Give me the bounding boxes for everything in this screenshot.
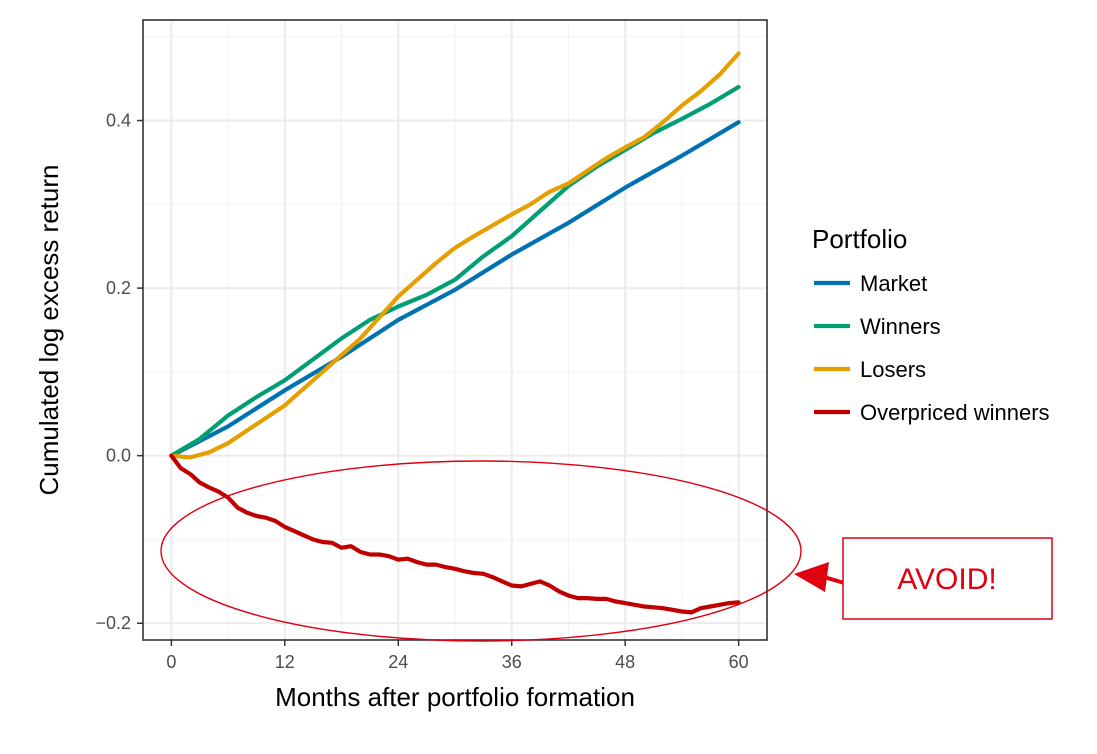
highlight-ellipse — [160, 460, 802, 642]
series-line-losers — [169, 51, 741, 460]
y-tick-label: 0.4 — [106, 111, 131, 131]
legend: Portfolio Market Winners Losers Overpriced … — [812, 224, 1050, 425]
y-tick-label: 0.0 — [106, 446, 131, 466]
x-axis-title: Months after portfolio formation — [275, 682, 635, 712]
x-axis: 0 12 24 36 48 60 — [166, 640, 749, 672]
x-tick-label: 12 — [275, 652, 295, 672]
annotations: AVOID! — [160, 460, 1053, 642]
legend-label-overpriced-winners: Overpriced winners — [860, 400, 1050, 425]
series-lines — [169, 51, 741, 615]
y-axis: −0.2 0.0 0.2 0.4 — [95, 111, 143, 633]
x-tick-label: 36 — [502, 652, 522, 672]
x-tick-label: 0 — [166, 652, 176, 672]
grid-minor — [143, 20, 767, 640]
callout-box — [842, 537, 1053, 620]
y-tick-label: 0.2 — [106, 278, 131, 298]
y-tick-label: −0.2 — [95, 613, 131, 633]
callout-text: AVOID! — [897, 563, 996, 596]
x-tick-label: 60 — [729, 652, 749, 672]
legend-label-winners: Winners — [860, 314, 941, 339]
legend-title: Portfolio — [812, 224, 907, 254]
x-tick-label: 24 — [388, 652, 408, 672]
plot-panel-border — [142, 19, 768, 641]
legend-label-losers: Losers — [860, 357, 926, 382]
series-line-overpriced-winners — [169, 453, 741, 615]
callout-arrowhead — [794, 562, 829, 592]
legend-label-market: Market — [860, 271, 927, 296]
series-line-market — [169, 120, 741, 458]
x-tick-label: 48 — [615, 652, 635, 672]
y-axis-title: Cumulated log excess return — [34, 165, 64, 496]
